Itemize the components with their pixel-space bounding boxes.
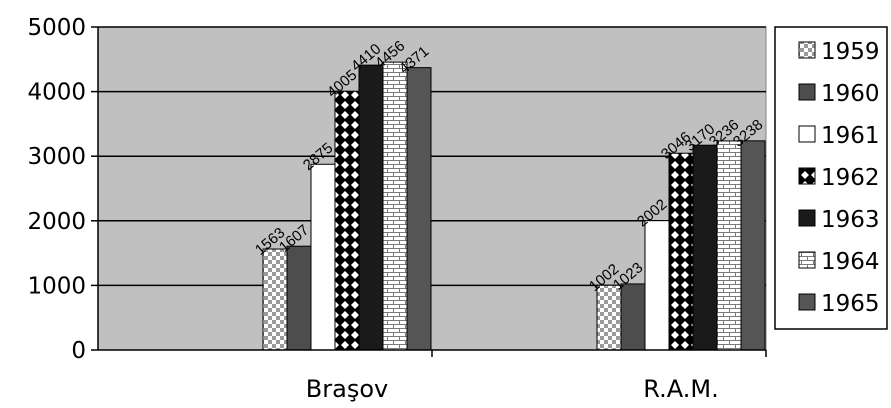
legend: 1959 1960 1961 1962 1963 1964 1965	[774, 26, 888, 330]
bar	[644, 220, 670, 351]
axes: 0 1000 2000 3000 4000 5000 Braşov R.A.M.	[27, 15, 767, 403]
legend-label: 1960	[821, 81, 880, 107]
legend-swatch	[798, 41, 816, 59]
legend-label: 1964	[821, 249, 880, 275]
y-tick-label: 1000	[27, 273, 86, 299]
bar	[692, 144, 718, 351]
bar	[620, 283, 646, 351]
bar	[740, 140, 766, 351]
bar	[262, 248, 288, 351]
legend-swatch	[798, 125, 816, 143]
legend-swatch	[798, 83, 816, 101]
bar	[406, 67, 432, 351]
legend-swatch	[798, 209, 816, 227]
bar	[668, 152, 694, 351]
bar	[596, 284, 622, 351]
bar	[716, 140, 742, 351]
legend-swatch	[798, 167, 816, 185]
bar	[382, 61, 408, 351]
x-category-label: R.A.M.	[643, 375, 718, 403]
bar	[286, 245, 312, 351]
y-tick-label: 0	[71, 338, 86, 364]
legend-label: 1959	[821, 39, 880, 65]
bar	[358, 64, 384, 351]
legend-label: 1961	[821, 123, 880, 149]
y-tick-label: 3000	[27, 144, 86, 170]
legend-swatch	[798, 251, 816, 269]
x-category-label: Braşov	[306, 375, 388, 403]
y-tick-label: 2000	[27, 209, 86, 235]
y-tick-label: 4000	[27, 80, 86, 106]
legend-label: 1963	[821, 207, 880, 233]
bars	[262, 61, 766, 351]
legend-label: 1962	[821, 165, 880, 191]
legend-label: 1965	[821, 291, 880, 317]
bar	[310, 163, 336, 351]
bar	[334, 90, 360, 351]
y-tick-label: 5000	[27, 15, 86, 41]
legend-swatch	[798, 293, 816, 311]
legend-box	[774, 26, 888, 330]
